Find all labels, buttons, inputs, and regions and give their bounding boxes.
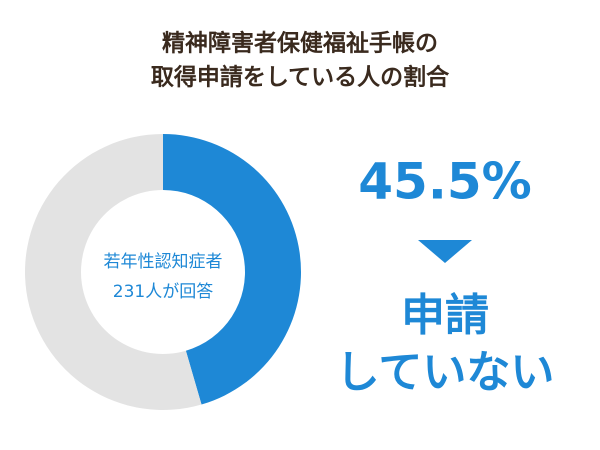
arrow [418,240,472,263]
annotation: していない [336,347,555,398]
donut [25,134,302,410]
annotation: 申請 [401,290,489,341]
chart-title: 取得申請をしている人の割合 [151,64,450,91]
center-text: 若年性認知症者 [104,252,223,272]
center-text: 231人が回答 [113,282,213,302]
donut-segment [25,134,202,410]
donut-segment [163,134,302,405]
value-label: 45.5% [358,153,531,211]
chart-title: 精神障害者保健福祉手帳の [162,30,438,57]
